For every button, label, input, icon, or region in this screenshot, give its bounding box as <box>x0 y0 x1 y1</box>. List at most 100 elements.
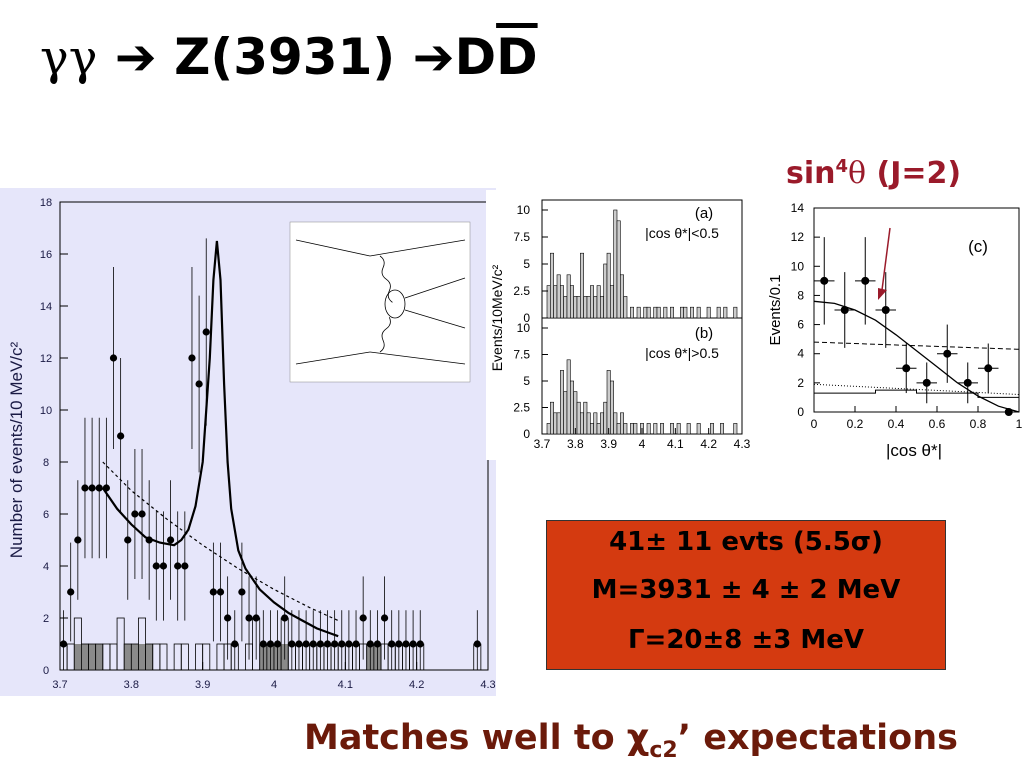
title-d-meson: D <box>454 28 497 86</box>
data-point <box>131 510 139 518</box>
histogram-bar <box>600 296 604 319</box>
data-point <box>109 354 118 362</box>
histogram-bar <box>653 306 658 319</box>
x-tick-label: 0.6 <box>929 417 946 431</box>
y-tick-label: 14 <box>791 201 805 215</box>
data-point <box>195 380 203 388</box>
y-tick-label: 2.5 <box>513 284 530 298</box>
panel-ab-ylabel: Events/10MeV/c² <box>489 264 505 371</box>
x-tick-label: 4 <box>271 679 277 691</box>
data-point <box>840 306 849 314</box>
histogram-bar <box>733 423 738 435</box>
histogram-bar <box>706 306 711 319</box>
data-point <box>373 640 382 648</box>
data-point <box>380 614 389 622</box>
data-point <box>59 640 68 648</box>
y-tick-label: 18 <box>40 197 52 209</box>
y-tick-label: 8 <box>43 457 49 469</box>
histogram-bar <box>720 423 724 435</box>
data-point <box>861 276 870 285</box>
histogram-bar <box>636 306 641 319</box>
red-arrow-icon <box>881 227 891 291</box>
histogram-bar <box>603 263 608 319</box>
histogram-bar <box>593 296 598 319</box>
histogram-bar <box>633 423 638 435</box>
panel-b-cut: |cos θ*|>0.5 <box>645 345 719 361</box>
panel-a-cut: |cos θ*|<0.5 <box>645 225 719 241</box>
data-point <box>922 378 931 387</box>
data-point <box>238 588 246 596</box>
arrow-right-icon: ➔ <box>114 28 157 86</box>
panel-c-label: (c) <box>968 237 988 256</box>
y-tick-label: 4 <box>43 561 49 573</box>
histogram-bar <box>546 423 551 435</box>
x-tick-label: 3.8 <box>567 437 584 451</box>
histogram-bar <box>596 423 601 435</box>
background-bin <box>131 644 139 670</box>
x-tick-label: 4.2 <box>409 679 424 691</box>
x-tick-label: 3.8 <box>124 679 139 691</box>
histogram-bar <box>583 296 588 319</box>
data-point <box>416 640 424 648</box>
x-tick-label: 4.2 <box>700 437 717 451</box>
data-point <box>174 562 182 570</box>
histogram-bar <box>573 296 578 319</box>
x-tick-label: 3.7 <box>52 679 67 691</box>
y-tick-label: 14 <box>40 301 52 313</box>
panel-c-xlabel: |cos θ*| <box>886 441 942 460</box>
data-point <box>166 536 175 544</box>
data-point <box>102 484 110 492</box>
data-point <box>288 640 296 648</box>
data-point <box>181 562 189 570</box>
data-point <box>402 640 410 648</box>
width-value: Γ=20±8 ±3 MeV <box>627 625 865 655</box>
data-point <box>281 614 289 622</box>
data-point <box>473 640 481 648</box>
histogram-bar <box>620 274 624 319</box>
histogram-bar <box>570 285 574 319</box>
y-tick-label: 12 <box>791 230 805 244</box>
theta-symbol: θ <box>848 156 867 191</box>
data-point <box>81 484 89 492</box>
histogram-bar <box>580 412 584 435</box>
histogram-bar <box>613 412 618 435</box>
y-tick-label: 6 <box>797 318 804 332</box>
sin-text: sin <box>786 156 836 191</box>
x-tick-label: 3.9 <box>600 437 617 451</box>
histogram-bar <box>663 306 668 319</box>
data-point <box>209 588 217 596</box>
panel-c-ylabel: Events/0.1 <box>767 275 784 346</box>
histogram-bar <box>560 370 564 435</box>
histogram-bar <box>556 274 561 319</box>
histogram-bar <box>660 423 664 435</box>
histogram-bar <box>560 285 564 319</box>
data-point <box>963 378 972 387</box>
histogram-bar <box>550 401 554 435</box>
signal-fit-curve <box>101 240 339 638</box>
histogram-bar <box>576 401 581 435</box>
sin4-curve <box>813 300 1020 413</box>
y-tick-label: 8 <box>797 288 804 302</box>
title-resonance: Z(3931) <box>174 28 396 86</box>
x-tick-label: 3.7 <box>534 437 551 451</box>
y-tick-label: 10 <box>791 259 805 273</box>
data-point <box>95 484 103 492</box>
histogram-bar <box>586 412 591 435</box>
data-point <box>359 614 367 622</box>
data-point <box>409 640 417 648</box>
caption-text: Matches well to χ <box>304 718 650 758</box>
histogram-bar <box>596 285 601 319</box>
histogram-bar <box>646 423 651 435</box>
background-bin <box>145 644 153 670</box>
data-point <box>74 536 82 544</box>
data-point <box>124 536 132 544</box>
y-tick-label: 0 <box>43 665 49 677</box>
data-point <box>224 614 232 622</box>
histogram-bar <box>583 401 588 435</box>
y-tick-label: 7.5 <box>513 348 530 362</box>
y-tick-label: 4 <box>797 347 804 361</box>
data-point <box>331 640 339 648</box>
conclusion-caption: Matches well to χc2’ expectations <box>304 718 958 763</box>
x-tick-label: 4.1 <box>338 679 353 691</box>
histogram-bar <box>686 423 691 435</box>
